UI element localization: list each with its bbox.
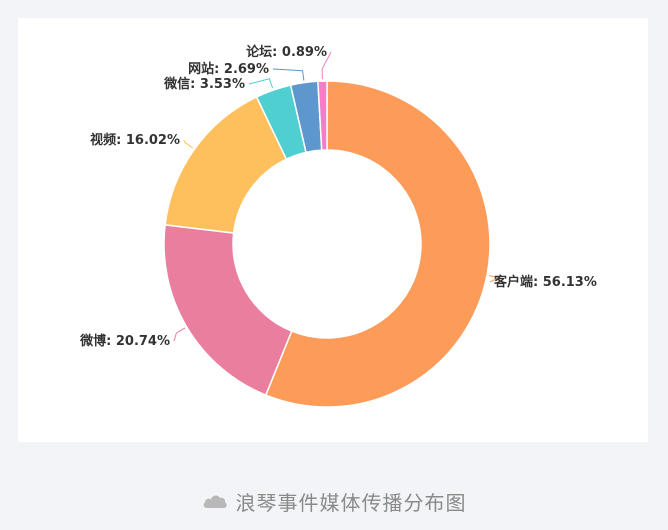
slice-label-5: 网站: 2.69% [188, 61, 269, 77]
cloud-icon [203, 495, 227, 508]
slice-label-2: 微博: 20.74% [79, 333, 170, 349]
slice-label-3: 视频: 16.02% [90, 132, 180, 148]
leader-line-3 [183, 139, 194, 149]
slice-6 [317, 80, 328, 151]
figure-caption: 浪琴事件媒体传播分布图 [0, 484, 668, 518]
slice-1 [264, 80, 491, 408]
leader-line-6 [321, 51, 332, 80]
chart-card: 客户端: 56.13% 微博: 20.74% 视频: 16.02% 微信: 3.53%… [18, 18, 648, 442]
leader-line-4 [248, 78, 274, 89]
caption-text: 浪琴事件媒体传播分布图 [235, 490, 467, 515]
slice-label-4: 微信: 3.53% [163, 76, 245, 92]
donut-chart: 客户端: 56.13% 微博: 20.74% 视频: 16.02% 微信: 3.53%… [79, 44, 597, 408]
leader-line-5 [272, 68, 305, 81]
leader-line-2 [173, 327, 186, 342]
slice-label-1: 客户端: 56.13% [494, 274, 597, 290]
slice-2 [163, 224, 293, 397]
slice-label-6: 论坛: 0.89% [246, 44, 327, 60]
leader-line-1 [488, 275, 501, 283]
